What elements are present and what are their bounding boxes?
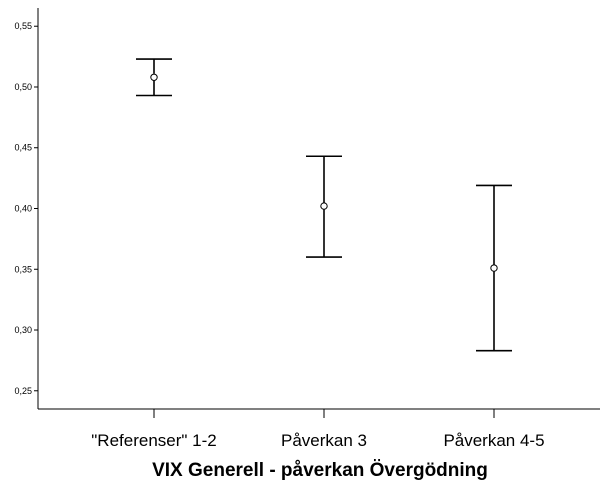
y-tick-label: 0,45 — [14, 143, 32, 153]
x-tick-label: "Referenser" 1-2 — [91, 431, 216, 450]
error-bar-group — [306, 155, 342, 258]
mean-point — [490, 264, 498, 272]
y-tick-label: 0,35 — [14, 264, 32, 274]
x-axis-title: VIX Generell - påverkan Övergödning — [152, 460, 488, 481]
x-tick-label: Påverkan 4-5 — [443, 431, 544, 450]
y-axis-ticks: 0,25 0,30 0,35 0,40 0,45 0,50 0,55 — [14, 21, 38, 396]
y-tick-label: 0,30 — [14, 325, 32, 335]
error-bars — [136, 58, 512, 352]
x-tick-label: Påverkan 3 — [281, 431, 367, 450]
mean-point — [320, 202, 328, 210]
axes — [37, 8, 600, 410]
error-bar-group — [476, 184, 512, 352]
y-tick-label: 0,40 — [14, 204, 32, 214]
y-tick-label: 0,50 — [14, 82, 32, 92]
y-tick-label: 0,55 — [14, 21, 32, 31]
mean-point — [150, 73, 158, 81]
error-bar-group — [136, 58, 172, 97]
x-axis-ticks: "Referenser" 1-2 Påverkan 3 Påverkan 4-5 — [91, 409, 545, 450]
y-tick-label: 0,25 — [14, 386, 32, 396]
